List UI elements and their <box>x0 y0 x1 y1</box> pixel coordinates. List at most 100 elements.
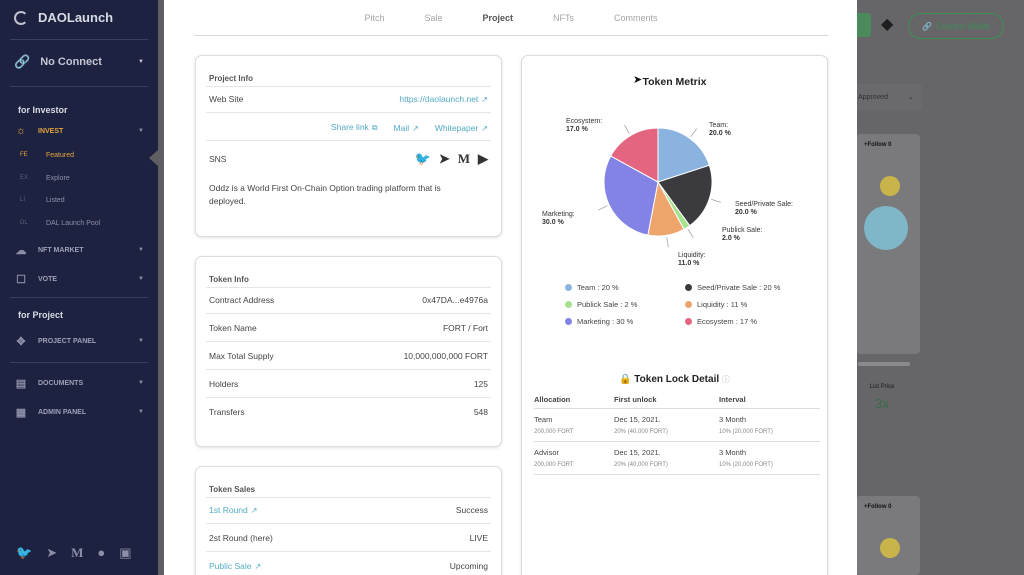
divider <box>10 39 148 40</box>
subitem-abbr: FE <box>20 152 28 158</box>
legend-dot <box>565 284 572 291</box>
legend-dot <box>685 284 692 291</box>
nft-avatar <box>864 206 908 250</box>
divider <box>206 287 491 288</box>
whitepaper-link[interactable]: Whitepaper ↗ <box>435 123 488 133</box>
legend-item: Ecosystem : 17 % <box>685 317 805 326</box>
cell-sub: 20% (40,000 FORT) <box>614 429 668 435</box>
token-sale-row: 2st Round (here) LIVE <box>209 533 488 543</box>
tab-pitch[interactable]: Pitch <box>364 12 385 23</box>
sidebar-item-nft-market[interactable]: ☁ NFT MARKET ▼ <box>14 243 145 257</box>
app-logo[interactable]: DAOLaunch <box>14 10 113 25</box>
twitter-icon[interactable]: 🐦 <box>414 151 431 166</box>
divider <box>206 369 491 370</box>
sidebar-item-documents[interactable]: ▤ DOCUMENTS ▼ <box>14 376 144 390</box>
sidebar-item-vote[interactable]: ☐ VOTE ▼ <box>14 272 144 286</box>
project-card[interactable]: +Follow 0 <box>856 496 920 575</box>
external-link-icon: ↗ <box>481 95 488 104</box>
website-row: Web Site https://daolaunch.net ↗ <box>209 94 488 104</box>
token-metrix-title: Token Metrix <box>642 76 707 88</box>
pie-slice-team[interactable] <box>657 127 710 183</box>
mail-link[interactable]: Mail ↗ <box>394 123 419 133</box>
tab-project[interactable]: Project <box>482 12 514 23</box>
column-header: Allocation <box>534 395 571 404</box>
chevron-down-icon: ▼ <box>138 409 144 415</box>
cell: Team 200,000 FORT <box>534 415 614 435</box>
mouse-cursor-icon: ➤ <box>633 74 643 86</box>
sns-row: SNS 🐦 ➤ M ▶ <box>209 151 488 167</box>
cell-sub: 10% (20,000 FORT) <box>719 429 773 435</box>
cell-main: Advisor <box>534 448 560 457</box>
legend-label: Seed/Private Sale : 20 % <box>697 283 781 292</box>
sidebar-subitem-dal-launch-pool[interactable]: DL DAL Launch Pool <box>20 220 100 227</box>
sidebar-item-project-panel[interactable]: ✥ PROJECT PANEL ▼ <box>14 334 144 348</box>
chevron-down-icon: ▼ <box>138 247 144 253</box>
pie-slice-seed-private-sale[interactable] <box>657 164 713 227</box>
sidebar-item-label: PROJECT PANEL <box>38 337 97 345</box>
follow-button[interactable]: +Follow 0 <box>864 142 892 148</box>
follow-button[interactable]: +Follow 0 <box>864 504 892 510</box>
cloud-icon: ☁ <box>15 244 27 257</box>
tab-comments[interactable]: Comments <box>614 12 658 23</box>
row-value: 125 <box>473 379 488 389</box>
telegram-icon[interactable]: ➤ <box>46 545 58 560</box>
round-link[interactable]: 1st Round ↗ <box>209 505 257 515</box>
token-avatar <box>880 176 900 196</box>
token-metrix-pie-chart <box>598 125 721 248</box>
sidebar-item-invest[interactable]: ☼ INVEST ▼ <box>14 124 144 138</box>
pie-slice-marketing[interactable] <box>603 155 659 236</box>
share-link[interactable]: Share link ⧉ <box>331 122 378 133</box>
token-lock-table: Allocation First unlock Interval Team 200… <box>534 395 820 475</box>
connect-label: No Connect <box>40 56 102 68</box>
ethereum-icon[interactable]: ◆ <box>881 16 894 33</box>
slice-label-publick-sale: Publick Sale: 2.0 % <box>722 227 762 243</box>
twitter-icon[interactable]: 🐦 <box>16 545 33 560</box>
cell-main: 3 Month <box>719 415 747 424</box>
leader-line <box>624 125 630 134</box>
medium-icon[interactable]: M <box>71 545 84 560</box>
pie-slice-ecosystem[interactable] <box>610 127 659 183</box>
discord-icon[interactable]: ▣ <box>119 545 132 560</box>
sidebar-subitem-featured[interactable]: FE Featured <box>20 152 74 159</box>
green-button-edge <box>855 13 871 37</box>
legend-label: Team : 20 % <box>577 283 619 292</box>
slice-name: Ecosystem: <box>566 118 603 125</box>
cell: 3 Month 10% (20,000 FORT) <box>719 448 819 468</box>
status-filter-dropdown[interactable]: Approved ⌄ <box>850 84 922 110</box>
slice-name: Liquidity: <box>678 252 706 259</box>
tab-sale[interactable]: Sale <box>424 12 443 23</box>
token-avatar <box>880 538 900 558</box>
token-info-row: Token Name FORT / Fort <box>209 323 488 333</box>
slice-name: Team <box>709 122 727 129</box>
round-link[interactable]: Public Sale ↗ <box>209 561 261 571</box>
slice-name: Seed/Private Sale: <box>735 201 793 208</box>
project-card[interactable]: +Follow 0 <box>856 134 920 354</box>
github-icon[interactable]: ● <box>97 545 106 560</box>
round-status: LIVE <box>469 533 488 543</box>
grid-icon: ▦ <box>15 406 27 419</box>
column-header: First unlock <box>614 395 657 404</box>
legend-dot <box>565 301 572 308</box>
table-row: Advisor 200,000 FORT Dec 15, 2021. 20% (40… <box>534 442 820 475</box>
youtube-icon[interactable]: ▶ <box>478 151 488 166</box>
sidebar-item-admin-panel[interactable]: ▦ ADMIN PANEL ▼ <box>14 405 144 419</box>
follow-label: +Follow <box>864 142 887 148</box>
connect-wallet-button[interactable]: 🔗 Connect Wallet <box>908 13 1004 39</box>
tab-nfts[interactable]: NFTs <box>553 12 575 23</box>
leader-line <box>690 128 698 137</box>
cell: Dec 15, 2021. 20% (40,000 FORT) <box>614 448 719 468</box>
connect-dropdown[interactable]: 🔗 No Connect ▼ <box>14 54 144 70</box>
telegram-icon[interactable]: ➤ <box>438 151 450 166</box>
legend-label: Ecosystem : 17 % <box>697 317 758 326</box>
sidebar-subitem-explore[interactable]: EX Explore <box>20 175 70 182</box>
project-detail-modal: Pitch Sale Project NFTs Comments Project… <box>164 0 857 575</box>
divider <box>206 140 491 141</box>
link-icon: 🔗 <box>14 54 31 69</box>
website-link[interactable]: https://daolaunch.net ↗ <box>399 94 488 104</box>
chevron-down-icon: ▼ <box>138 338 144 344</box>
sidebar-subitem-listed[interactable]: LI Listed <box>20 197 65 204</box>
medium-icon[interactable]: M <box>457 151 470 166</box>
row-value: 10,000,000,000 FORT <box>403 351 488 361</box>
divider <box>206 497 491 498</box>
help-icon[interactable]: ⓘ <box>721 375 730 384</box>
